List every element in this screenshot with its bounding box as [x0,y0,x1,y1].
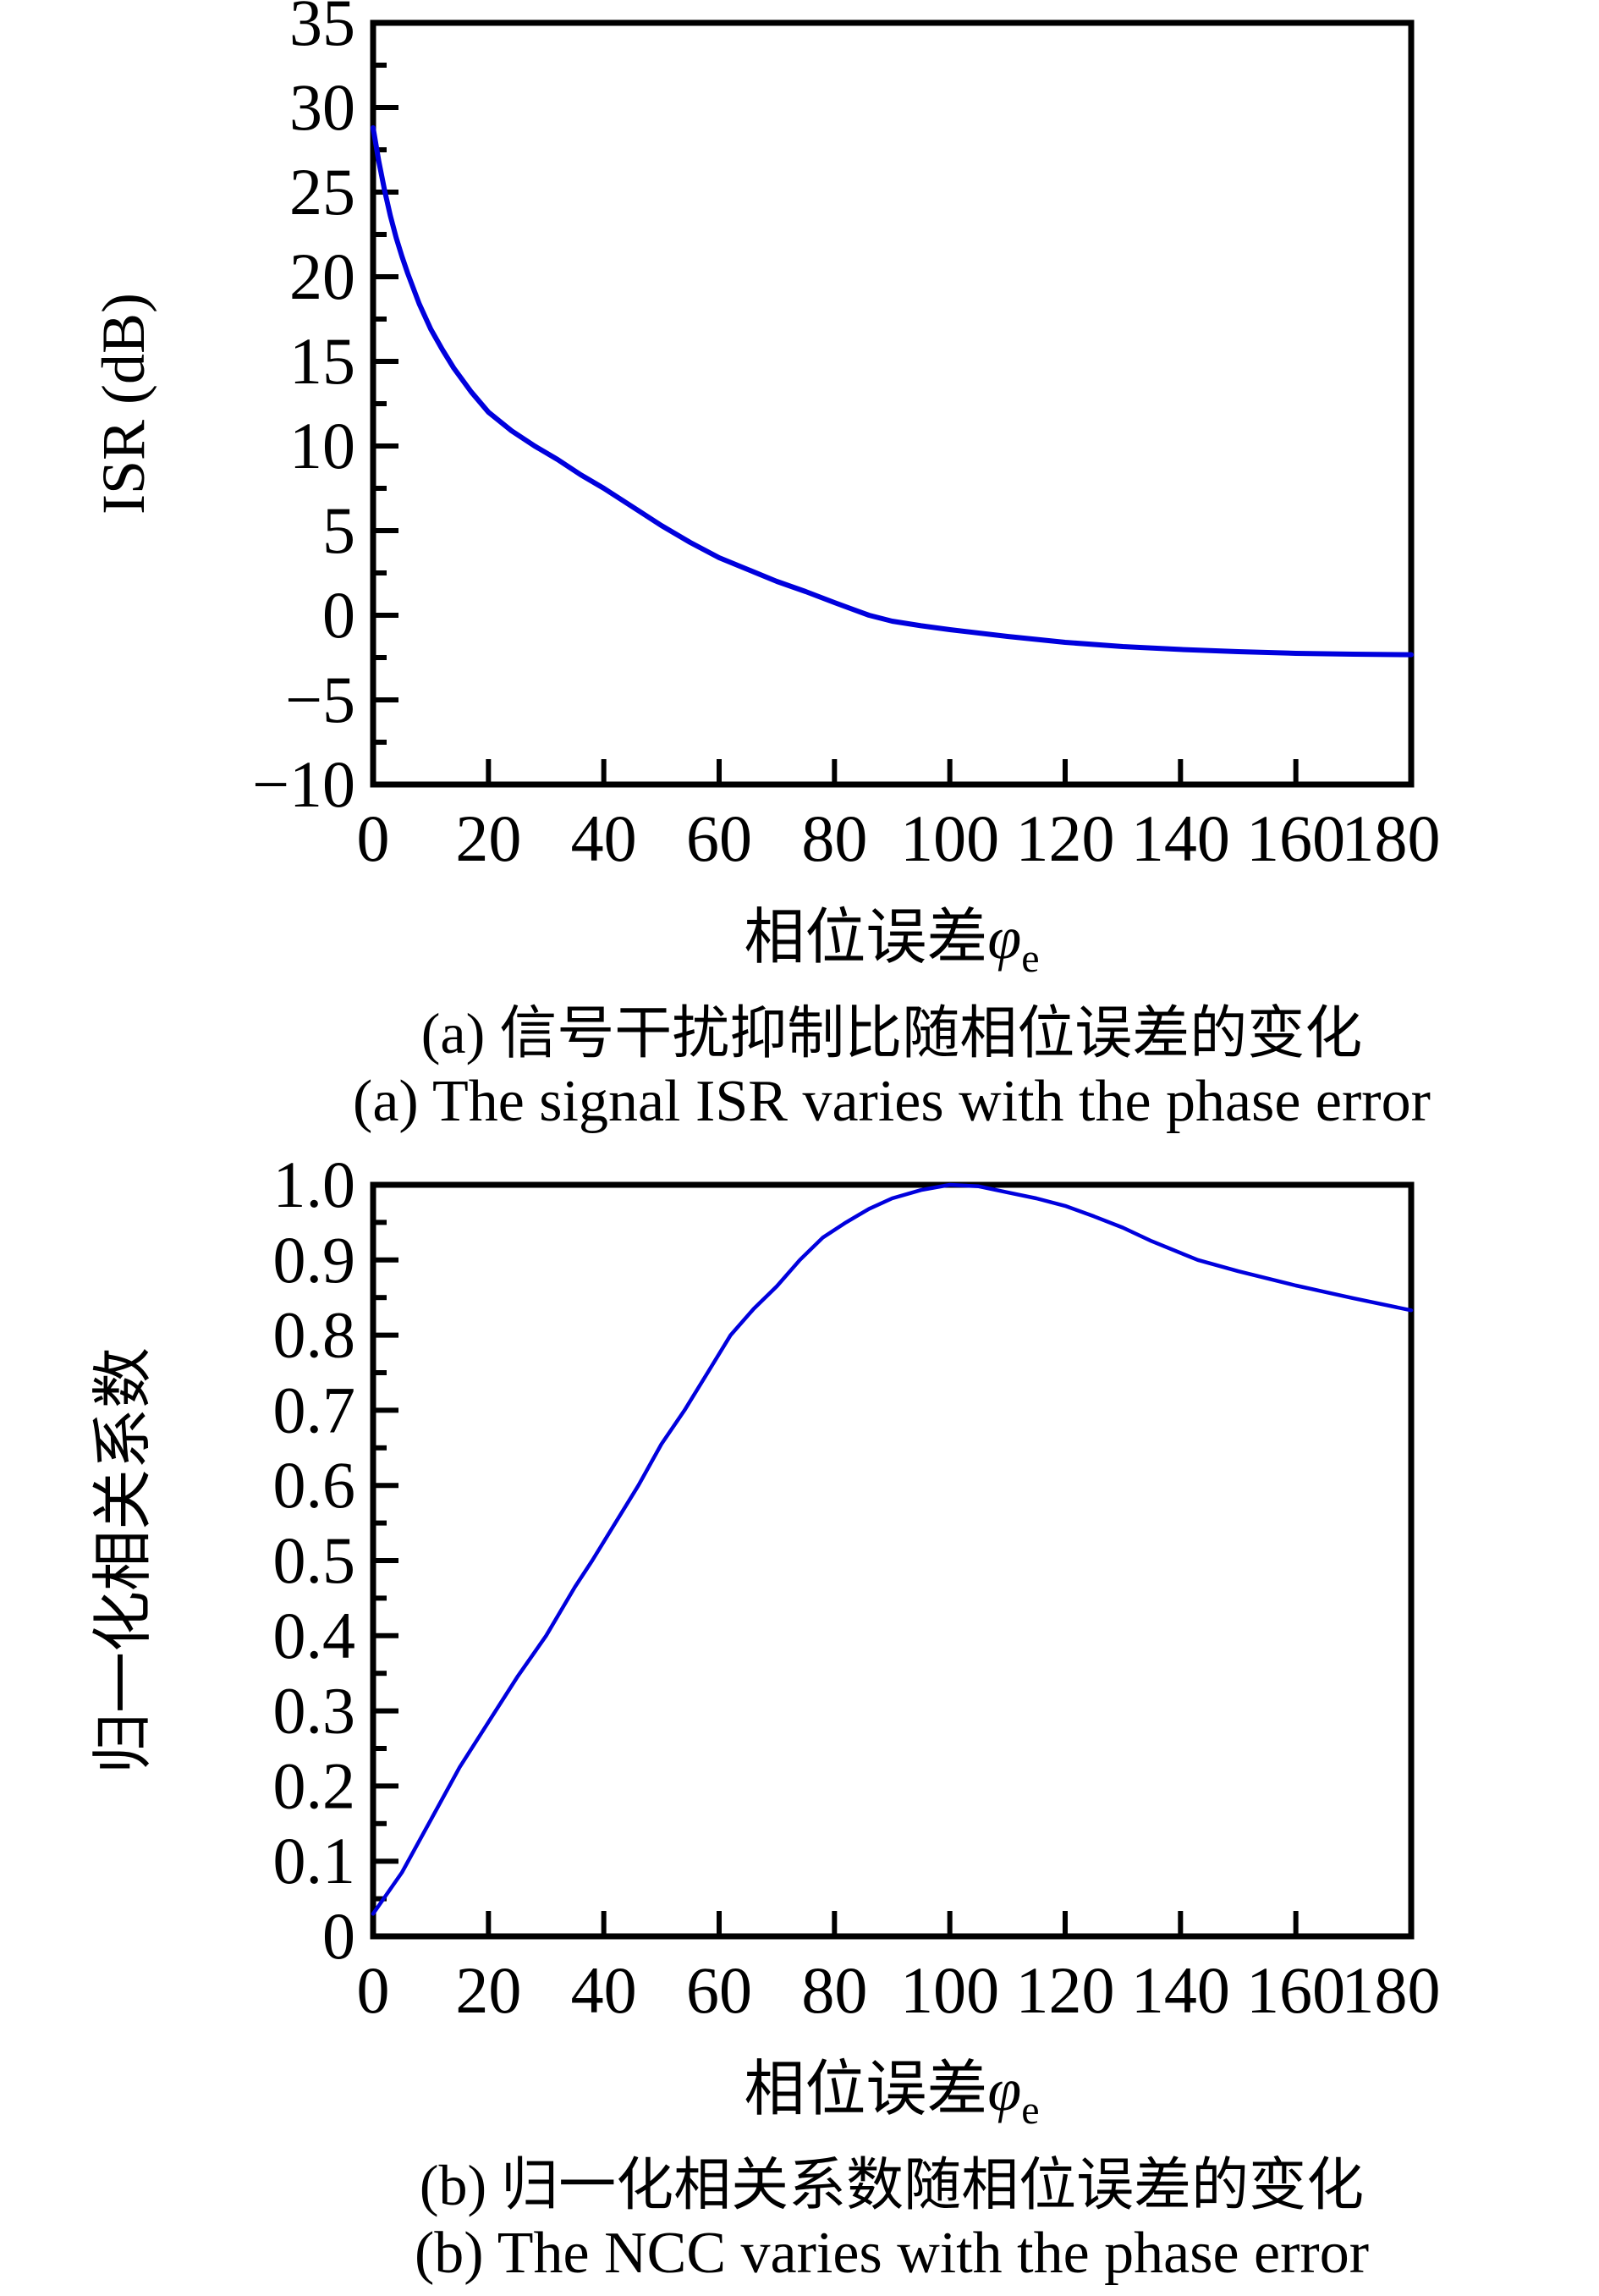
phi-symbol: φ [987,904,1021,972]
chart-b-xlabel-text: 相位误差 [744,2056,987,2123]
y-tick-label: 0.2 [273,1748,356,1822]
x-tick-label: 20 [455,801,521,875]
y-tick-label: 0 [322,578,355,652]
x-tick-label: 180 [1342,1953,1441,2027]
phi-symbol: φ [987,2056,1021,2123]
chart-b-caption-zh: (b) 归一化相关系数随相位误差的变化 [420,2153,1364,2217]
x-tick-label: 0 [357,801,390,875]
x-tick-label: 60 [686,1953,752,2027]
chart-a-caption-zh: (a) 信号干扰抑制比随相位误差的变化 [421,1001,1362,1065]
chart-b-caption-en: (b) The NCC varies with the phase error [415,2221,1369,2286]
y-tick-label: 0.4 [273,1599,356,1672]
x-tick-label: 20 [455,1953,521,2027]
x-tick-label: 80 [801,1953,867,2027]
y-tick-label: 10 [289,409,355,482]
phi-subscript: e [1021,2088,1039,2133]
y-tick-label: 5 [322,493,355,567]
plot-border [370,1181,1415,1940]
x-tick-label: 40 [571,801,637,875]
y-tick-label: 0.7 [273,1373,356,1446]
x-tick-label: 60 [686,801,752,875]
plot-border [370,19,1415,788]
y-tick-label: 30 [289,70,355,144]
y-tick-label: 0 [322,1899,355,1973]
x-tick-label: 160 [1246,1953,1345,2027]
y-tick-label: 35 [289,0,355,59]
phi-subscript: e [1021,936,1039,981]
y-tick-label: −5 [285,663,355,736]
chart-a-axes: 0 20 40 60 80 100 120 140 160180−10−505101520253… [252,0,1441,875]
x-tick-label: 140 [1131,1953,1230,2027]
y-tick-label: 15 [289,324,355,398]
y-tick-label: −10 [252,747,355,821]
series-ncc-line [371,1182,1414,1916]
y-tick-label: 0.5 [273,1523,356,1597]
x-tick-label: 140 [1131,801,1230,875]
x-tick-label: 80 [801,801,867,875]
x-tick-label: 120 [1016,801,1115,875]
chart-a-ylabel: ISR (dB) [90,293,157,515]
x-tick-label: 100 [900,1953,999,2027]
x-tick-label: 40 [571,1953,637,2027]
x-tick-label: 100 [900,801,999,875]
chart-a-xlabel: 相位误差φe [744,904,1039,981]
chart-b-xlabel: 相位误差φe [744,2056,1039,2133]
x-tick-label: 180 [1342,801,1441,875]
series-isr-line [371,125,1414,658]
y-tick-label: 0.3 [273,1674,356,1748]
x-tick-label: 160 [1246,801,1345,875]
y-tick-label: 0.1 [273,1824,356,1897]
y-tick-label: 0.8 [273,1298,356,1372]
y-tick-label: 0.6 [273,1448,356,1522]
chart-a-caption-en: (a) The signal ISR varies with the phase… [353,1069,1431,1134]
y-tick-label: 1.0 [273,1148,356,1221]
y-tick-label: 20 [289,240,355,313]
chart-b-ylabel: 归一化相关系数 [90,1347,157,1774]
y-tick-label: 0.9 [273,1223,356,1297]
chart-a-curve [371,125,1414,658]
chart-a-xlabel-text: 相位误差 [744,904,987,972]
y-tick-label: 25 [289,155,355,228]
x-tick-label: 120 [1016,1953,1115,2027]
chart-b-curve [371,1182,1414,1916]
x-tick-label: 0 [357,1953,390,2027]
